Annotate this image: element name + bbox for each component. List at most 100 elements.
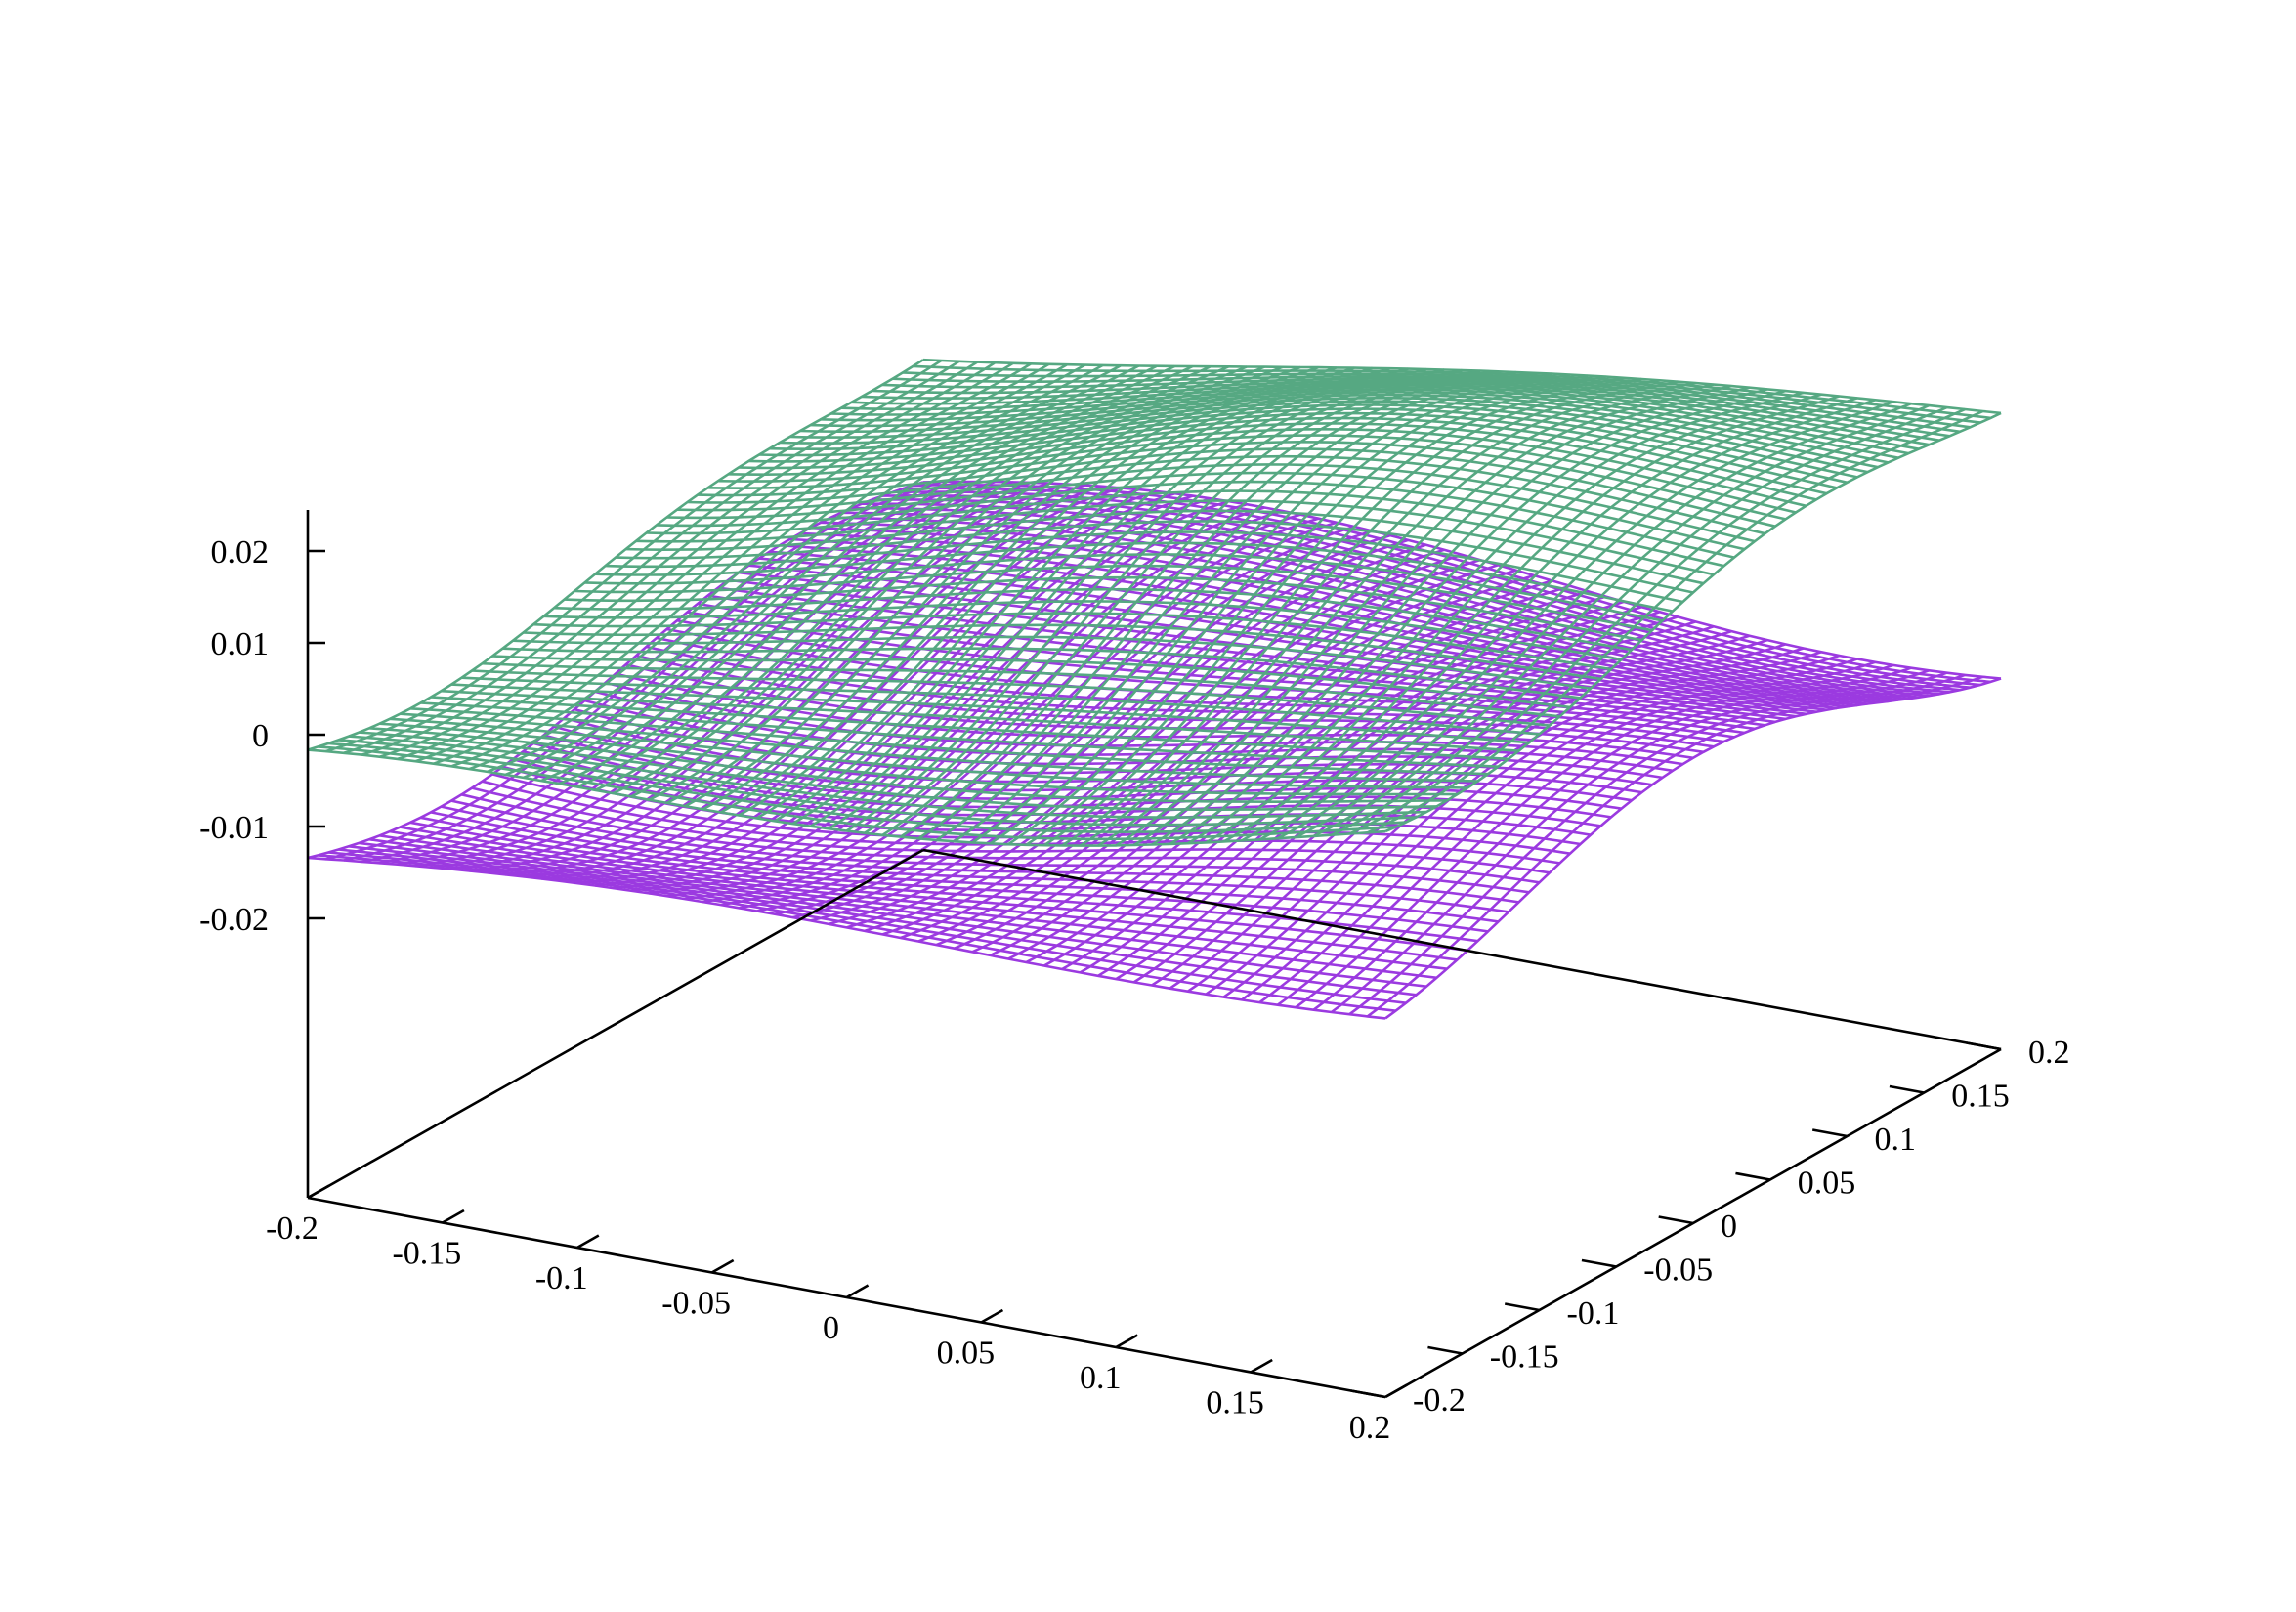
mesh-line-y <box>687 454 1765 535</box>
mesh-line-y <box>902 371 1981 424</box>
mesh-line-y <box>851 506 1930 698</box>
y-tick-label: -0.15 <box>1490 1339 1559 1376</box>
mesh-line-y <box>758 411 1838 489</box>
mesh-line-y <box>471 669 1551 727</box>
mesh-line-y <box>553 587 1633 652</box>
mesh-line-y <box>564 575 1642 642</box>
mesh-line-y <box>441 689 1519 752</box>
mesh-line-y <box>318 745 1396 841</box>
mesh-line-y <box>872 379 1950 438</box>
mesh-line-y <box>584 553 1663 622</box>
surface-mesh-layer <box>307 358 2002 1020</box>
mesh-line-y <box>502 647 1581 700</box>
mesh-line-y <box>913 364 1991 420</box>
mesh-line-y <box>400 712 1478 783</box>
x-tick-label: -0.15 <box>392 1236 461 1272</box>
mesh-line-y <box>461 793 1540 884</box>
x-tick-label: 0 <box>823 1310 839 1346</box>
y-tick-mark <box>1581 1258 1617 1268</box>
mesh-line-y <box>779 403 1858 479</box>
z-tick-label: 0 <box>252 718 269 754</box>
x-tick-mark <box>442 1209 465 1224</box>
mesh-line-y <box>359 731 1437 811</box>
mesh-line-y <box>482 661 1560 718</box>
mesh-line-y <box>922 358 2002 415</box>
mesh-line-y <box>532 612 1612 671</box>
mesh-line-y <box>625 509 1704 585</box>
x-tick-label: -0.1 <box>535 1260 588 1296</box>
y-tick-mark <box>1504 1302 1540 1312</box>
y-tick-label: -0.2 <box>1413 1382 1466 1419</box>
y-tick-mark <box>1427 1345 1463 1355</box>
surface-series-1 <box>307 358 2002 847</box>
mesh-line-y <box>717 434 1797 514</box>
x-tick-label: 0.15 <box>1206 1385 1264 1421</box>
x-tick-mark <box>1384 1383 1408 1399</box>
mesh-line-y <box>523 623 1601 681</box>
mesh-line-y <box>338 848 1417 997</box>
mesh-line-y <box>707 441 1786 521</box>
mesh-line-x <box>1348 407 1966 835</box>
mesh-line-y <box>430 696 1509 761</box>
y-tick-label: 0.1 <box>1875 1122 1917 1158</box>
mesh-line-y <box>338 739 1417 827</box>
mesh-line-y <box>830 516 1909 700</box>
mesh-line-y <box>881 377 1961 434</box>
x-tick-mark <box>980 1308 1004 1324</box>
mesh-line-y <box>861 381 1940 442</box>
mesh-line-y <box>471 786 1551 874</box>
mesh-line-y <box>810 393 1889 464</box>
mesh-line-y <box>646 489 1724 568</box>
y-tick-label: -0.05 <box>1643 1252 1713 1289</box>
mesh-line-y <box>441 805 1519 904</box>
mesh-line-y <box>379 722 1458 796</box>
mesh-line-y <box>318 854 1396 1012</box>
y-tick-label: 0.2 <box>2028 1035 2070 1071</box>
mesh-line-y <box>574 564 1653 632</box>
z-tick-label: -0.02 <box>199 902 269 938</box>
x-tick-label: 0.1 <box>1080 1360 1122 1396</box>
mesh-line-y <box>830 388 1909 455</box>
base-edge-back <box>922 848 2002 1051</box>
mesh-line-y <box>779 543 1858 707</box>
mesh-line-y <box>922 480 2002 680</box>
mesh-line-y <box>368 837 1448 970</box>
mesh-line-y <box>430 811 1509 913</box>
mesh-line-y <box>368 727 1448 803</box>
mesh-line-y <box>543 600 1622 661</box>
mesh-line-y <box>605 530 1683 604</box>
x-tick-mark <box>307 1184 330 1200</box>
x-tick-label: -0.2 <box>266 1210 319 1247</box>
mesh-line-y <box>799 397 1879 469</box>
mesh-line-y <box>327 851 1407 1004</box>
mesh-line-y <box>461 676 1540 736</box>
mesh-line-y <box>666 471 1745 551</box>
mesh-line-y <box>450 799 1530 894</box>
x-tick-mark <box>1115 1334 1138 1349</box>
mesh-line-y <box>748 416 1827 495</box>
y-tick-mark <box>1966 1041 2002 1051</box>
y-tick-mark <box>1658 1215 1694 1225</box>
mesh-line-y <box>687 611 1765 727</box>
mesh-line-y <box>851 383 1930 446</box>
z-tick-label: -0.01 <box>199 810 269 846</box>
z-tick-label: 0.01 <box>211 626 270 662</box>
y-tick-label: 0.05 <box>1798 1166 1856 1202</box>
mesh-line-y <box>379 834 1458 961</box>
mesh-line-y <box>307 748 1386 847</box>
mesh-line-y <box>892 374 1971 429</box>
base-edge-left <box>307 848 924 1200</box>
mesh-line-y <box>676 463 1756 543</box>
axes-layer <box>306 510 2002 1399</box>
mesh-line-y <box>769 407 1848 485</box>
x-tick-mark <box>1250 1358 1273 1374</box>
mesh-line-y <box>359 841 1437 980</box>
y-tick-mark <box>1735 1171 1770 1181</box>
y-tick-mark <box>1811 1128 1848 1138</box>
mesh-line-y <box>789 400 1868 474</box>
mesh-line-y <box>420 816 1499 923</box>
y-tick-mark <box>1889 1084 1925 1094</box>
x-tick-mark <box>845 1284 870 1299</box>
mesh-line-y <box>615 520 1694 594</box>
